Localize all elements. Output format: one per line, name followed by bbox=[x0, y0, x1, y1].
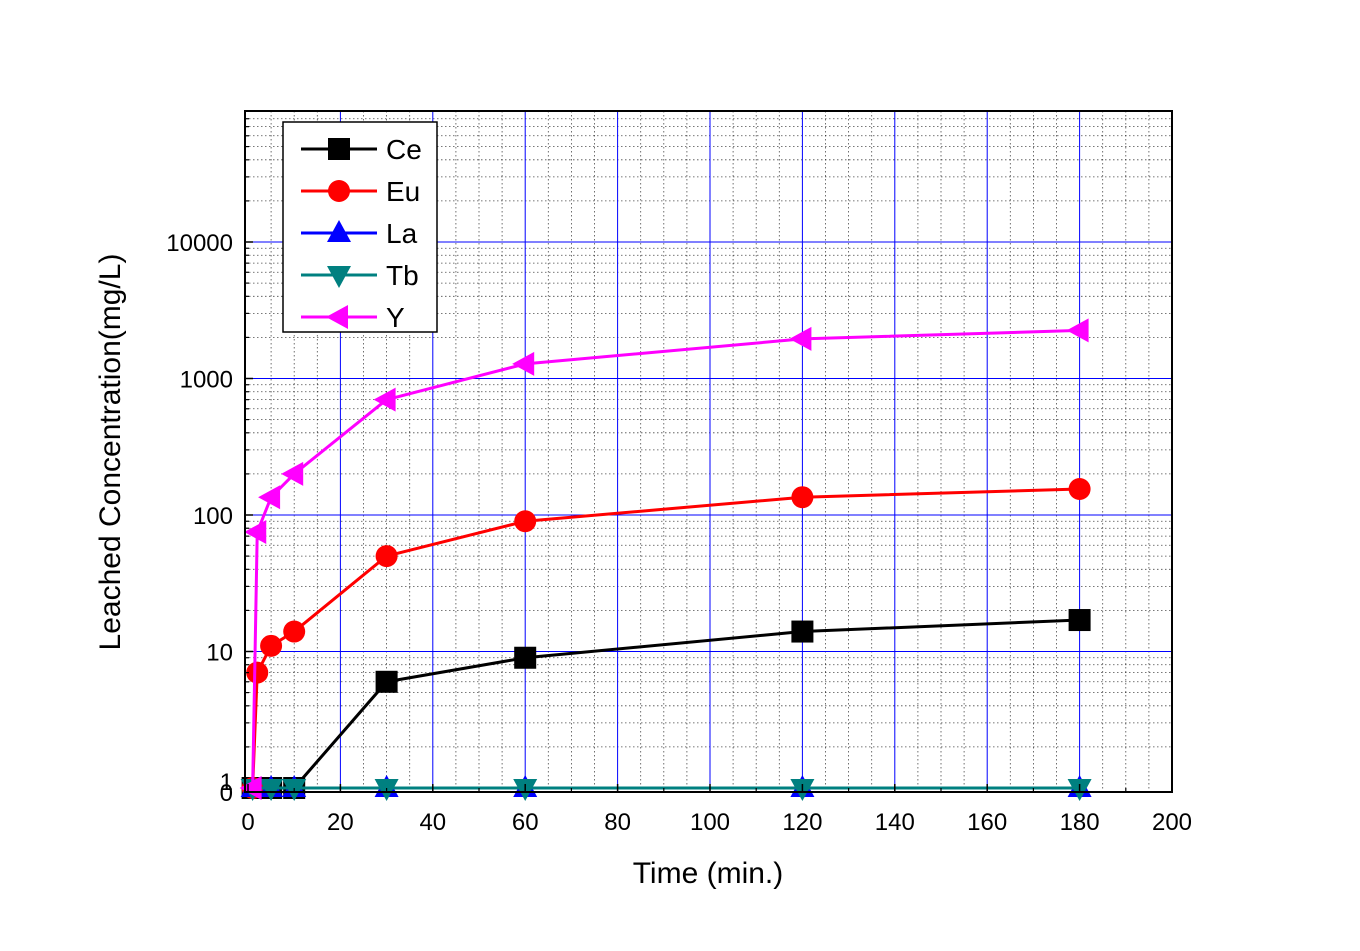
x-tick-label: 60 bbox=[512, 809, 539, 836]
data-point-eu bbox=[375, 545, 398, 568]
series-line-eu bbox=[251, 487, 1080, 789]
data-point-ce bbox=[514, 646, 537, 669]
x-tick-label: 200 bbox=[1152, 809, 1192, 836]
legend-marker-tb bbox=[327, 266, 351, 288]
series-line-ce bbox=[252, 618, 1080, 790]
data-point-eu bbox=[1068, 478, 1091, 501]
data-point-y bbox=[239, 776, 262, 800]
data-point-eu bbox=[283, 620, 306, 643]
data-point-eu bbox=[260, 634, 283, 657]
series-ce bbox=[241, 609, 1091, 799]
y-tick-label: 1 bbox=[220, 769, 233, 796]
data-point-eu bbox=[791, 486, 814, 509]
y-tick-label: 10 bbox=[206, 640, 233, 667]
x-tick-label: 80 bbox=[604, 809, 631, 836]
data-point-ce bbox=[791, 620, 814, 643]
series-la bbox=[240, 775, 1092, 797]
x-tick-label: 40 bbox=[419, 809, 446, 836]
y-tick-label: 0 bbox=[220, 780, 233, 807]
legend-label-y: Y bbox=[386, 302, 405, 333]
legend-label-ce: Ce bbox=[386, 134, 422, 165]
legend-marker-ce bbox=[328, 138, 350, 160]
data-point-y bbox=[244, 520, 267, 545]
x-tick-label: 0 bbox=[241, 809, 254, 836]
data-point-ce bbox=[1068, 609, 1091, 632]
legend-marker-la bbox=[327, 220, 351, 242]
series-y bbox=[239, 318, 1089, 800]
x-tick-label: 140 bbox=[875, 809, 915, 836]
y-tick-label: 1000 bbox=[180, 367, 233, 394]
data-point-y bbox=[789, 326, 812, 351]
x-tick-label: 20 bbox=[327, 809, 354, 836]
y-tick-label: 10000 bbox=[166, 230, 233, 257]
data-point-y bbox=[281, 461, 304, 486]
data-point-eu bbox=[246, 661, 269, 684]
legend: Ce Eu La Tb Y bbox=[282, 121, 438, 333]
plot-frame bbox=[244, 110, 1173, 793]
tick-labels: 0 20 40 60 80 100 120 140 160 180 200 01 10 100 1000 10… bbox=[166, 230, 1192, 836]
data-point-ce bbox=[375, 670, 398, 693]
x-tick-label: 180 bbox=[1060, 809, 1100, 836]
axis-ticks bbox=[245, 118, 1173, 792]
series-eu bbox=[241, 478, 1091, 799]
legend-label-la: La bbox=[386, 218, 418, 249]
series-tb bbox=[240, 779, 1092, 801]
legend-marker-eu bbox=[328, 180, 350, 202]
y-axis-title: Leached Concentration(mg/L) bbox=[94, 254, 127, 651]
grid bbox=[245, 111, 1172, 792]
data-point-y bbox=[258, 485, 281, 510]
data-point-eu bbox=[514, 510, 537, 533]
data-point-tb bbox=[259, 779, 284, 801]
legend-marker-y bbox=[326, 305, 348, 329]
y-tick-label: 100 bbox=[193, 503, 233, 530]
data-point-y bbox=[373, 387, 396, 412]
x-tick-label: 120 bbox=[782, 809, 822, 836]
legend-label-eu: Eu bbox=[386, 176, 420, 207]
legend-label-tb: Tb bbox=[386, 260, 419, 291]
x-tick-label: 100 bbox=[690, 809, 730, 836]
legend-box bbox=[282, 121, 438, 333]
x-axis-title: Time (min.) bbox=[633, 857, 784, 890]
x-tick-label: 160 bbox=[967, 809, 1007, 836]
data-point-y bbox=[1066, 318, 1089, 343]
data-point-y bbox=[512, 351, 535, 376]
